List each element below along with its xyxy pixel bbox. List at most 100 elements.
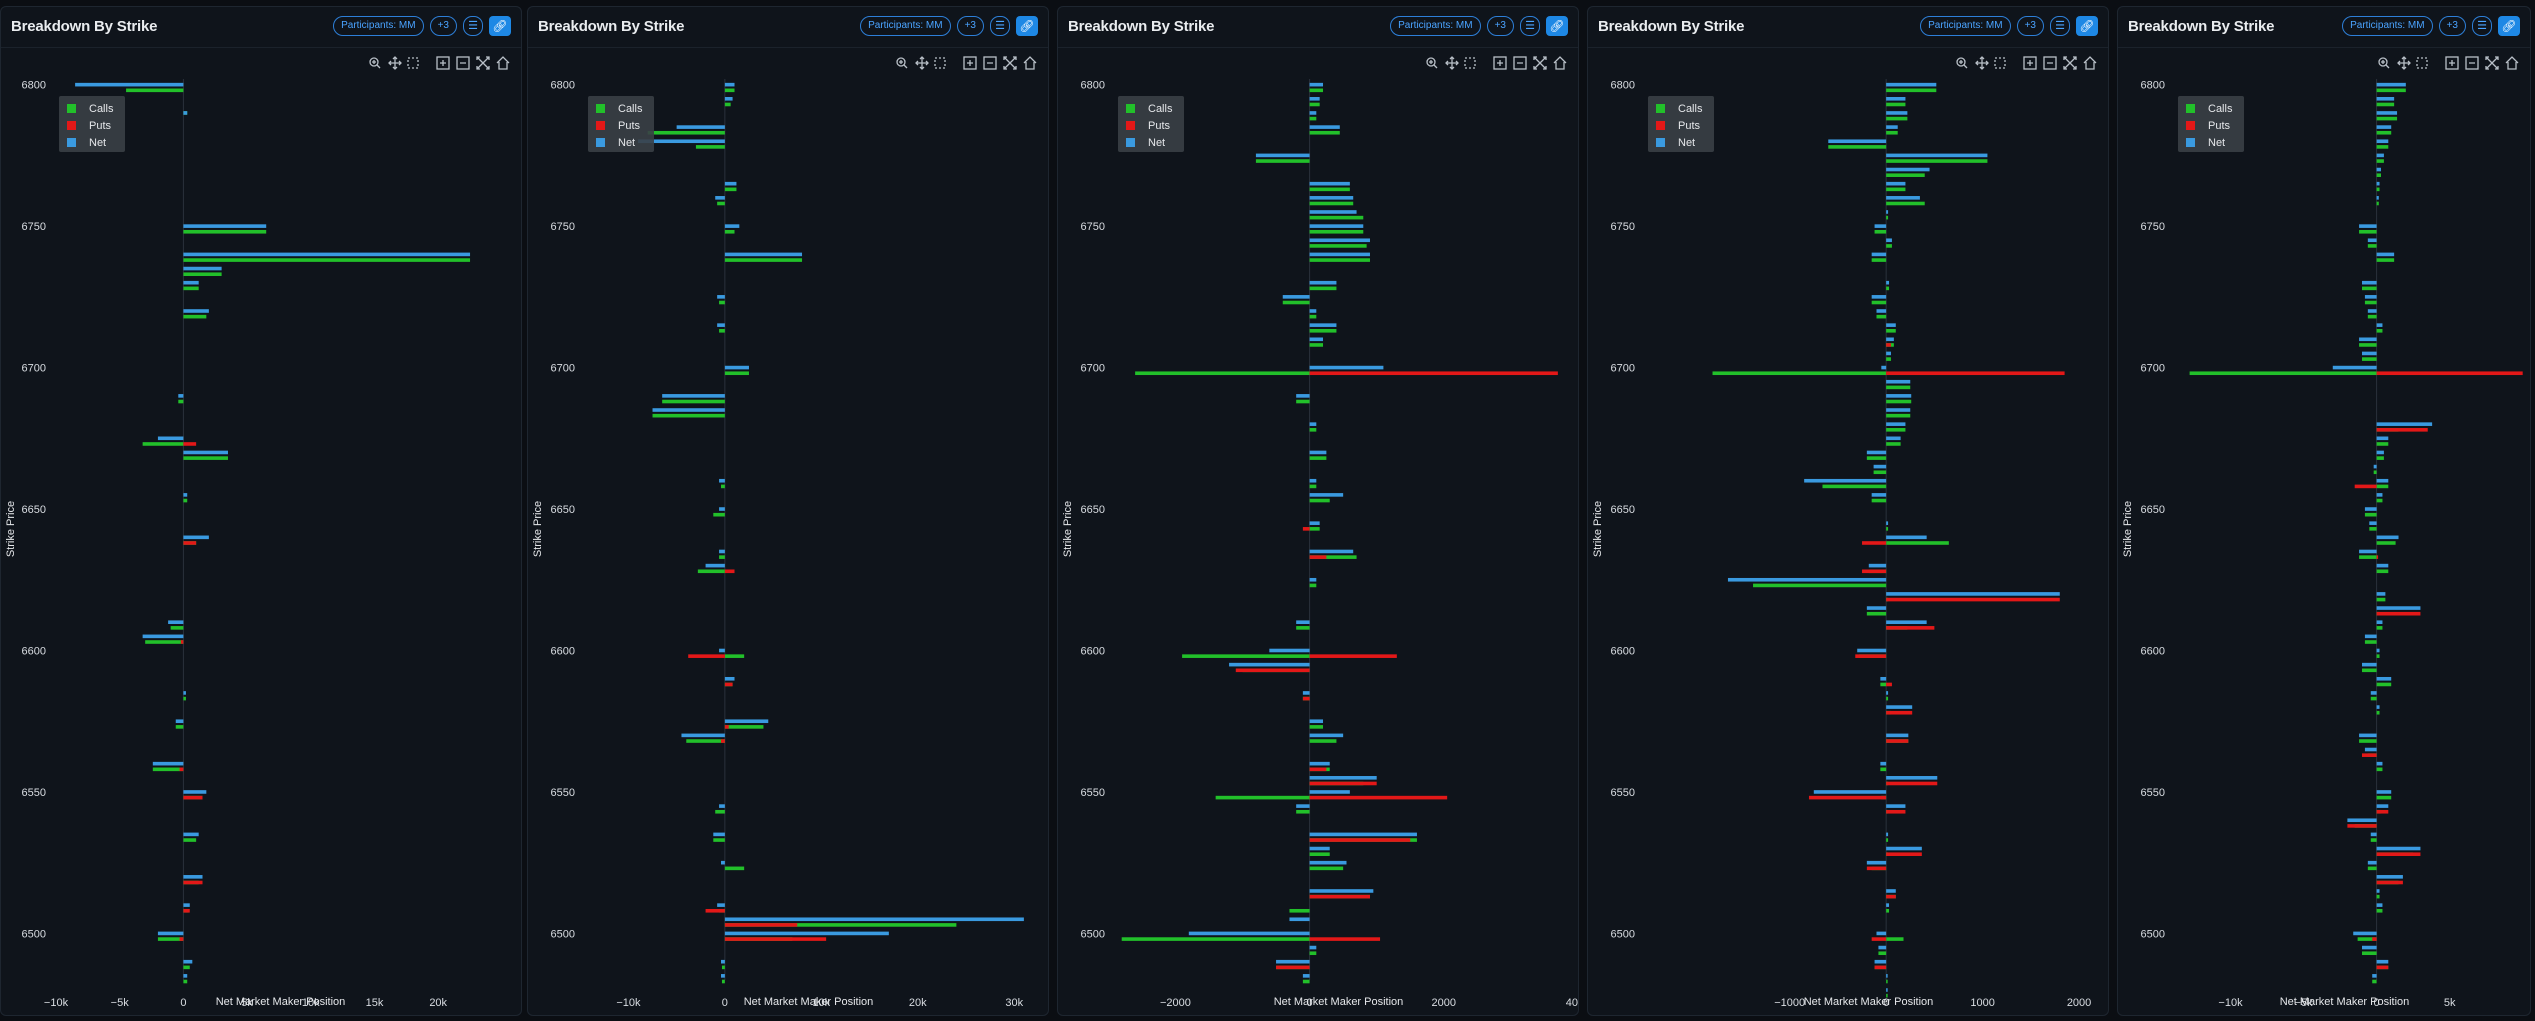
- net-bar: [1866, 606, 1887, 610]
- calls-bar: [1296, 626, 1310, 630]
- net-bar: [724, 931, 889, 936]
- calls-bar: [2376, 710, 2380, 715]
- net-bar: [2367, 309, 2377, 313]
- puts-bar: [2376, 371, 2523, 376]
- plus-icon: [436, 56, 450, 70]
- calls-bar: [1871, 258, 1887, 262]
- net-bar: [662, 394, 725, 398]
- x-tick-label: 20k: [909, 997, 927, 1009]
- participants-filter-pill[interactable]: Participants: MM: [2342, 16, 2433, 36]
- link-icon[interactable]: 🔗︎: [2498, 16, 2520, 36]
- y-tick-label: 6600: [551, 645, 575, 657]
- list-settings-icon[interactable]: ☰: [2472, 16, 2492, 36]
- net-bar: [1886, 535, 1927, 540]
- y-tick-label: 6650: [551, 504, 575, 516]
- list-settings-icon[interactable]: ☰: [463, 16, 483, 36]
- participants-filter-pill[interactable]: Participants: MM: [1920, 16, 2011, 36]
- breakdown-panel: Breakdown By Strike Participants: MM +3 …: [1057, 6, 1579, 1016]
- participants-filter-pill[interactable]: Participants: MM: [333, 16, 424, 36]
- strike-bar-chart: 6500 6550 6600 6650 6700 6750 6800 −2000 0 2000 40…: [1062, 56, 1578, 1009]
- minus-icon: [1513, 56, 1527, 70]
- more-participants-pill[interactable]: +3: [2016, 16, 2044, 36]
- net-bar: [2364, 507, 2377, 511]
- y-tick-label: 6550: [1611, 787, 1635, 799]
- calls-bar: [713, 512, 725, 517]
- y-tick-label: 6800: [551, 80, 575, 92]
- pan-icon: [2397, 56, 2411, 70]
- x-tick-label: 5k: [241, 997, 253, 1009]
- link-icon[interactable]: 🔗︎: [1016, 16, 1038, 36]
- puts-bar: [688, 654, 725, 658]
- net-bar: [1866, 860, 1887, 865]
- puts-bar: [1886, 809, 1906, 814]
- list-settings-icon[interactable]: ☰: [2050, 16, 2070, 36]
- calls-bar: [2376, 442, 2389, 446]
- net-bar: [2376, 422, 2433, 426]
- calls-bar: [1309, 286, 1337, 291]
- net-bar: [2376, 125, 2392, 129]
- list-settings-icon[interactable]: ☰: [1520, 16, 1540, 36]
- more-participants-pill[interactable]: +3: [429, 16, 457, 36]
- legend-swatch: [1126, 138, 1135, 147]
- calls-bar: [2367, 244, 2377, 248]
- link-icon[interactable]: 🔗︎: [1546, 16, 1568, 36]
- net-bar: [183, 790, 207, 794]
- autoscale-icon: [2063, 56, 2077, 70]
- net-bar: [1873, 464, 1887, 469]
- participants-filter-pill[interactable]: Participants: MM: [1390, 16, 1481, 36]
- net-bar: [183, 875, 203, 879]
- calls-bar: [183, 838, 197, 842]
- calls-bar: [2367, 866, 2377, 871]
- participants-filter-pill[interactable]: Participants: MM: [860, 16, 951, 36]
- calls-bar: [721, 484, 725, 489]
- calls-bar: [2361, 357, 2377, 361]
- legend-label: Net: [2208, 137, 2225, 149]
- puts-bar: [1235, 668, 1310, 673]
- net-bar: [2376, 153, 2384, 158]
- net-bar: [1309, 719, 1324, 724]
- calls-bar: [183, 456, 228, 460]
- net-bar: [719, 804, 725, 808]
- link-icon[interactable]: 🔗︎: [489, 16, 511, 36]
- calls-bar: [1309, 88, 1324, 93]
- x-tick-label: 2000: [2067, 997, 2091, 1009]
- more-participants-pill[interactable]: +3: [1486, 16, 1514, 36]
- more-participants-pill[interactable]: +3: [2438, 16, 2466, 36]
- calls-bar: [1309, 456, 1327, 460]
- net-bar: [183, 903, 190, 907]
- legend-swatch: [2186, 121, 2195, 130]
- calls-bar: [175, 725, 184, 729]
- calls-bar: [2370, 838, 2377, 842]
- puts-bar: [2372, 937, 2377, 941]
- calls-bar: [724, 866, 745, 871]
- more-participants-pill[interactable]: +3: [956, 16, 984, 36]
- y-tick-label: 6800: [1611, 80, 1635, 92]
- net-bar: [2376, 535, 2399, 540]
- calls-bar: [1886, 838, 1889, 842]
- net-bar: [724, 676, 735, 681]
- panel-header: Breakdown By Strike Participants: MM +3 …: [1, 7, 521, 48]
- calls-bar: [2376, 258, 2395, 262]
- net-bar: [2376, 889, 2380, 893]
- calls-bar: [697, 569, 725, 574]
- zoom-in-icon: [369, 57, 381, 69]
- net-bar: [1296, 804, 1310, 808]
- calls-bar: [2359, 739, 2377, 743]
- y-tick-label: 6800: [2141, 80, 2165, 92]
- link-icon[interactable]: 🔗︎: [2076, 16, 2098, 36]
- x-tick-label: 10k: [812, 997, 830, 1009]
- list-settings-icon[interactable]: ☰: [990, 16, 1010, 36]
- y-axis-title: Strike Price: [1062, 501, 1074, 557]
- puts-bar: [1886, 894, 1896, 899]
- net-bar: [724, 917, 1024, 922]
- calls-bar: [724, 102, 731, 107]
- puts-bar: [1302, 696, 1310, 701]
- calls-bar: [2376, 328, 2383, 333]
- legend-swatch: [596, 138, 605, 147]
- y-axis-title: Strike Price: [1592, 501, 1604, 557]
- net-bar: [2376, 790, 2392, 794]
- net-bar: [2367, 238, 2377, 243]
- calls-bar: [1302, 979, 1310, 984]
- calls-bar: [2376, 173, 2381, 177]
- puts-bar: [1309, 654, 1397, 658]
